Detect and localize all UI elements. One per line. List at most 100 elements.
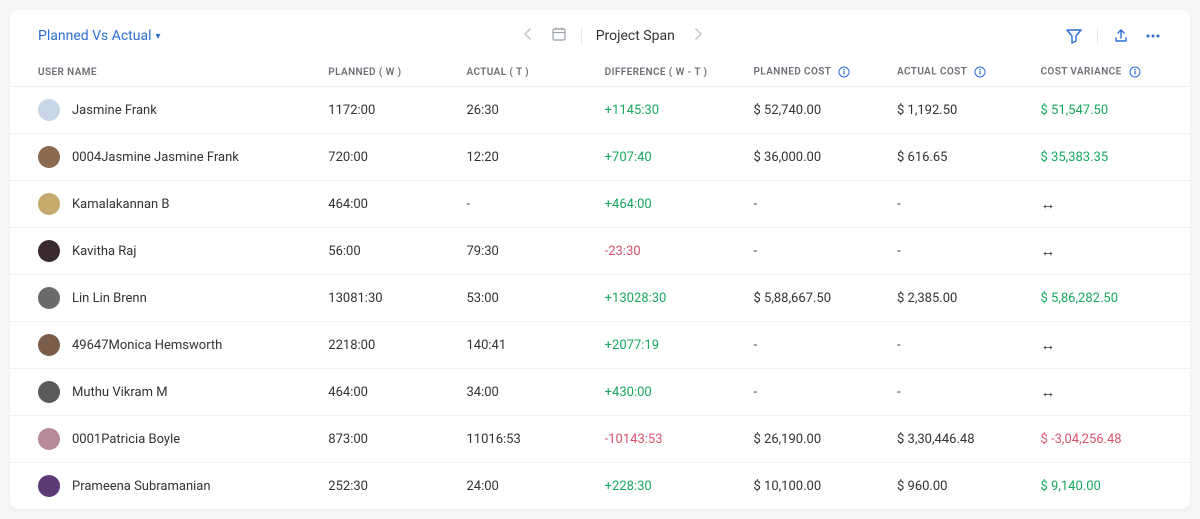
divider bbox=[581, 28, 582, 44]
cell-planned: 2218:00 bbox=[318, 322, 456, 369]
view-dropdown[interactable]: Planned Vs Actual ▾ bbox=[38, 28, 161, 44]
cell-difference: +707:40 bbox=[595, 134, 744, 181]
cell-actual: 53:00 bbox=[456, 275, 594, 322]
cell-planned-cost: - bbox=[743, 322, 887, 369]
col-header-label: PLANNED COST bbox=[753, 67, 831, 78]
calendar-icon bbox=[551, 26, 567, 46]
cell-cost-variance: ↔ bbox=[1030, 228, 1190, 275]
info-icon[interactable] bbox=[974, 66, 986, 78]
cell-actual-cost: - bbox=[887, 322, 1031, 369]
cell-difference: +1145:30 bbox=[595, 87, 744, 134]
cell-actual-cost: $ 1,192.50 bbox=[887, 87, 1031, 134]
col-header-planned-cost[interactable]: PLANNED COST bbox=[743, 58, 887, 87]
user-name: Jasmine Frank bbox=[72, 103, 157, 118]
col-header-cost-variance[interactable]: COST VARIANCE bbox=[1030, 58, 1190, 87]
cell-cost-variance: $ -3,04,256.48 bbox=[1030, 416, 1190, 463]
report-table: USER NAME PLANNED ( W ) ACTUAL ( T ) DIF… bbox=[10, 58, 1190, 509]
table-row[interactable]: Muthu Vikram M464:0034:00+430:00--↔ bbox=[10, 369, 1190, 416]
user-name: Prameena Subramanian bbox=[72, 479, 211, 494]
cell-planned: 13081:30 bbox=[318, 275, 456, 322]
cell-planned-cost: - bbox=[743, 228, 887, 275]
col-header-label: ACTUAL COST bbox=[897, 67, 967, 78]
info-icon[interactable] bbox=[1129, 66, 1141, 78]
user-name: 49647Monica Hemsworth bbox=[72, 338, 222, 353]
avatar bbox=[38, 287, 60, 309]
divider bbox=[1097, 28, 1098, 44]
table-row[interactable]: Lin Lin Brenn 13081:3053:00+13028:30$ 5,8… bbox=[10, 275, 1190, 322]
cell-actual: - bbox=[456, 181, 594, 228]
cell-difference: +228:30 bbox=[595, 463, 744, 510]
cell-user: 0004Jasmine Jasmine Frank bbox=[10, 134, 318, 181]
cell-difference: +13028:30 bbox=[595, 275, 744, 322]
cell-planned-cost: - bbox=[743, 181, 887, 228]
user-name: Muthu Vikram M bbox=[72, 385, 168, 400]
cell-planned: 56:00 bbox=[318, 228, 456, 275]
avatar bbox=[38, 240, 60, 262]
cell-actual: 140:41 bbox=[456, 322, 594, 369]
col-header-actual-cost[interactable]: ACTUAL COST bbox=[887, 58, 1031, 87]
cell-cost-variance: ↔ bbox=[1030, 369, 1190, 416]
cell-planned-cost: $ 26,190.00 bbox=[743, 416, 887, 463]
cell-planned-cost: $ 52,740.00 bbox=[743, 87, 887, 134]
col-header-difference[interactable]: DIFFERENCE ( W - T ) bbox=[595, 58, 744, 87]
cell-planned: 464:00 bbox=[318, 181, 456, 228]
filter-icon[interactable] bbox=[1065, 27, 1083, 45]
info-icon[interactable] bbox=[838, 66, 850, 78]
table-row[interactable]: 0004Jasmine Jasmine Frank720:0012:20+707… bbox=[10, 134, 1190, 181]
table-row[interactable]: Kamalakannan B464:00-+464:00--↔ bbox=[10, 181, 1190, 228]
cell-planned-cost: $ 36,000.00 bbox=[743, 134, 887, 181]
cell-actual: 24:00 bbox=[456, 463, 594, 510]
cell-actual: 26:30 bbox=[456, 87, 594, 134]
cell-planned-cost: $ 5,88,667.50 bbox=[743, 275, 887, 322]
cell-planned-cost: $ 10,100.00 bbox=[743, 463, 887, 510]
avatar bbox=[38, 99, 60, 121]
cell-difference: +464:00 bbox=[595, 181, 744, 228]
table-row[interactable]: Kavitha Raj56:0079:30-23:30--↔ bbox=[10, 228, 1190, 275]
cell-actual-cost: - bbox=[887, 228, 1031, 275]
col-header-planned[interactable]: PLANNED ( W ) bbox=[318, 58, 456, 87]
cell-planned: 252:30 bbox=[318, 463, 456, 510]
cell-cost-variance: $ 35,383.35 bbox=[1030, 134, 1190, 181]
cell-planned: 1172:00 bbox=[318, 87, 456, 134]
user-name: Kamalakannan B bbox=[72, 197, 170, 212]
cell-difference: +430:00 bbox=[595, 369, 744, 416]
cell-user: Kamalakannan B bbox=[10, 181, 318, 228]
table-header-row: USER NAME PLANNED ( W ) ACTUAL ( T ) DIF… bbox=[10, 58, 1190, 87]
more-icon[interactable] bbox=[1144, 27, 1162, 45]
cell-cost-variance: $ 51,547.50 bbox=[1030, 87, 1190, 134]
view-dropdown-label: Planned Vs Actual bbox=[38, 28, 152, 44]
cell-user: Lin Lin Brenn bbox=[10, 275, 318, 322]
cell-actual-cost: $ 3,30,446.48 bbox=[887, 416, 1031, 463]
header-actions bbox=[1065, 27, 1162, 45]
avatar bbox=[38, 334, 60, 356]
col-header-actual[interactable]: ACTUAL ( T ) bbox=[456, 58, 594, 87]
cell-actual-cost: $ 2,385.00 bbox=[887, 275, 1031, 322]
table-row[interactable]: Jasmine Frank 1172:0026:30+1145:30$ 52,74… bbox=[10, 87, 1190, 134]
cell-planned: 720:00 bbox=[318, 134, 456, 181]
cell-cost-variance: ↔ bbox=[1030, 322, 1190, 369]
cell-cost-variance: $ 9,140.00 bbox=[1030, 463, 1190, 510]
cell-actual-cost: - bbox=[887, 369, 1031, 416]
cell-actual: 12:20 bbox=[456, 134, 594, 181]
cell-planned-cost: - bbox=[743, 369, 887, 416]
avatar bbox=[38, 381, 60, 403]
cell-user: Muthu Vikram M bbox=[10, 369, 318, 416]
cell-user: Jasmine Frank bbox=[10, 87, 318, 134]
export-icon[interactable] bbox=[1112, 27, 1130, 45]
table-row[interactable]: 49647Monica Hemsworth2218:00140:41+2077:… bbox=[10, 322, 1190, 369]
cell-planned: 873:00 bbox=[318, 416, 456, 463]
user-name: Lin Lin Brenn bbox=[72, 291, 147, 306]
table-row[interactable]: 0001Patricia Boyle873:0011016:53-10143:5… bbox=[10, 416, 1190, 463]
cell-actual-cost: $ 616.65 bbox=[887, 134, 1031, 181]
cell-cost-variance: ↔ bbox=[1030, 181, 1190, 228]
col-header-user[interactable]: USER NAME bbox=[10, 58, 318, 87]
next-range-button[interactable] bbox=[689, 24, 707, 48]
cell-difference: -23:30 bbox=[595, 228, 744, 275]
table-row[interactable]: Prameena Subramanian252:3024:00+228:30$ … bbox=[10, 463, 1190, 510]
prev-range-button[interactable] bbox=[519, 24, 537, 48]
range-label: Project Span bbox=[596, 28, 675, 44]
avatar bbox=[38, 193, 60, 215]
cell-actual: 79:30 bbox=[456, 228, 594, 275]
avatar bbox=[38, 428, 60, 450]
report-card: Planned Vs Actual ▾ Project Span bbox=[10, 10, 1190, 509]
